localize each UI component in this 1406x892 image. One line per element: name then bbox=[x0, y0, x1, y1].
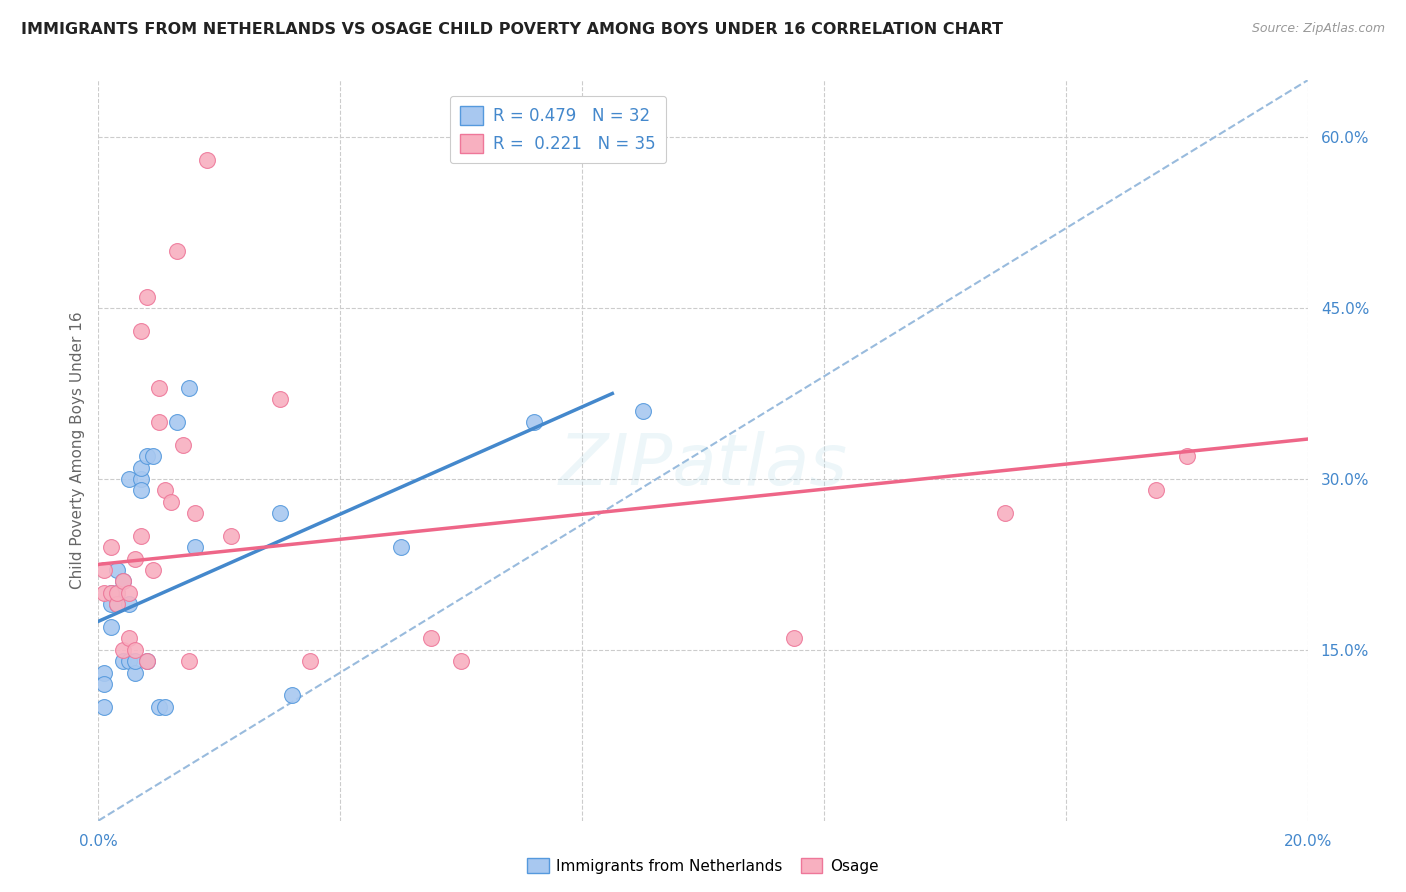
Point bbox=[129, 529, 152, 543]
Point bbox=[184, 506, 207, 520]
Point bbox=[135, 290, 157, 304]
Point bbox=[129, 483, 152, 498]
Point bbox=[111, 574, 134, 589]
Legend: Immigrants from Netherlands, Osage: Immigrants from Netherlands, Osage bbox=[522, 852, 884, 880]
Point bbox=[124, 551, 146, 566]
Point bbox=[135, 654, 157, 668]
Point bbox=[93, 699, 115, 714]
Point bbox=[1144, 483, 1167, 498]
Point bbox=[100, 541, 122, 555]
Point bbox=[299, 654, 322, 668]
Point bbox=[135, 654, 157, 668]
Point bbox=[994, 506, 1017, 520]
Point bbox=[118, 597, 141, 611]
Point bbox=[269, 392, 291, 407]
Point bbox=[129, 460, 152, 475]
Y-axis label: Child Poverty Among Boys Under 16: Child Poverty Among Boys Under 16 bbox=[69, 311, 84, 590]
Text: ZIPatlas: ZIPatlas bbox=[558, 431, 848, 500]
Point bbox=[172, 438, 194, 452]
Point bbox=[124, 665, 146, 680]
Point bbox=[184, 541, 207, 555]
Point bbox=[450, 654, 472, 668]
Point bbox=[420, 632, 443, 646]
Point bbox=[111, 642, 134, 657]
Point bbox=[631, 403, 654, 417]
Point bbox=[148, 415, 170, 429]
Point bbox=[160, 494, 183, 508]
Point bbox=[281, 689, 304, 703]
Point bbox=[221, 529, 243, 543]
Point bbox=[111, 574, 134, 589]
Text: Source: ZipAtlas.com: Source: ZipAtlas.com bbox=[1251, 22, 1385, 36]
Point bbox=[135, 449, 157, 463]
Point bbox=[389, 541, 412, 555]
Point bbox=[124, 654, 146, 668]
Point bbox=[142, 563, 165, 577]
Point bbox=[1175, 449, 1198, 463]
Legend: R = 0.479   N = 32, R =  0.221   N = 35: R = 0.479 N = 32, R = 0.221 N = 35 bbox=[450, 96, 666, 163]
Point bbox=[118, 654, 141, 668]
Point bbox=[142, 449, 165, 463]
Text: IMMIGRANTS FROM NETHERLANDS VS OSAGE CHILD POVERTY AMONG BOYS UNDER 16 CORRELATI: IMMIGRANTS FROM NETHERLANDS VS OSAGE CHI… bbox=[21, 22, 1002, 37]
Point bbox=[166, 415, 188, 429]
Point bbox=[523, 415, 546, 429]
Point bbox=[105, 586, 128, 600]
Point bbox=[179, 654, 201, 668]
Point bbox=[93, 563, 115, 577]
Point bbox=[93, 586, 115, 600]
Point bbox=[166, 244, 188, 259]
Point bbox=[269, 506, 291, 520]
Point bbox=[105, 597, 128, 611]
Point bbox=[179, 381, 201, 395]
Point bbox=[129, 324, 152, 338]
Point bbox=[105, 597, 128, 611]
Point bbox=[153, 699, 176, 714]
Point bbox=[118, 586, 141, 600]
Point bbox=[100, 597, 122, 611]
Point bbox=[148, 699, 170, 714]
Point bbox=[118, 472, 141, 486]
Point bbox=[105, 586, 128, 600]
Point bbox=[100, 620, 122, 634]
Point bbox=[105, 563, 128, 577]
Point bbox=[195, 153, 218, 167]
Point bbox=[100, 586, 122, 600]
Point bbox=[783, 632, 806, 646]
Point bbox=[153, 483, 176, 498]
Point bbox=[129, 472, 152, 486]
Point bbox=[111, 654, 134, 668]
Point bbox=[93, 665, 115, 680]
Point bbox=[93, 677, 115, 691]
Point bbox=[148, 381, 170, 395]
Point bbox=[124, 642, 146, 657]
Point bbox=[118, 632, 141, 646]
Point bbox=[100, 586, 122, 600]
